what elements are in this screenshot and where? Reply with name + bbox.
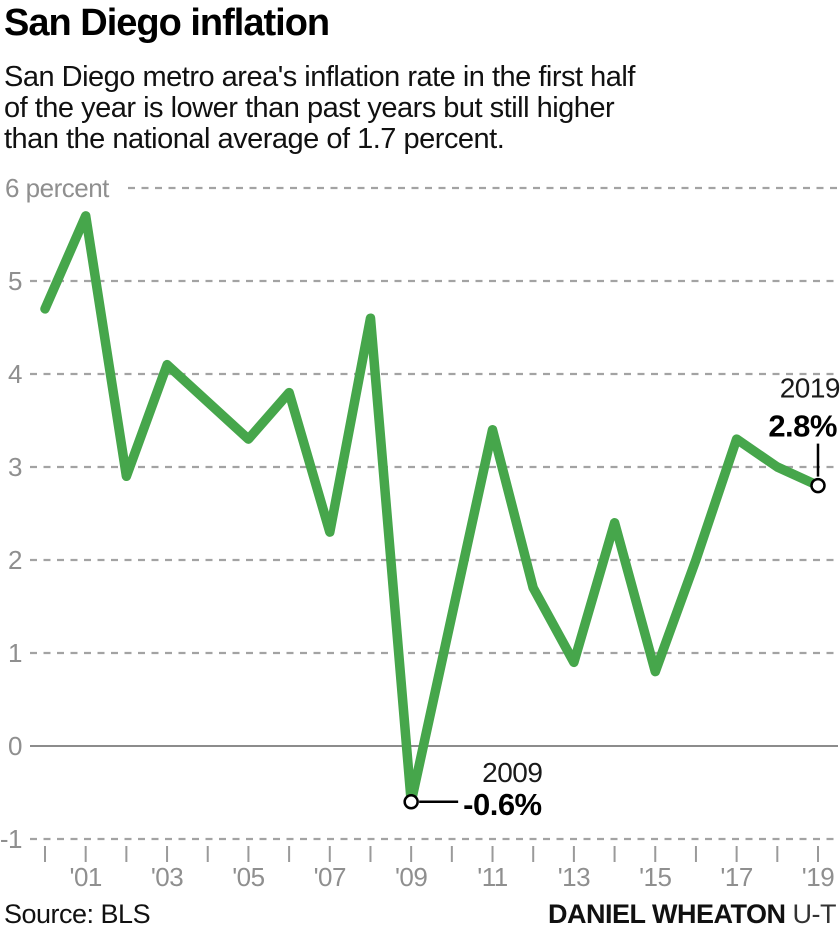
x-axis-tick-label: '03: [151, 862, 183, 892]
x-axis-tick-label: '11: [477, 862, 507, 892]
chart-footer: Source: BLS DANIEL WHEATON U-T: [0, 899, 840, 930]
callout-year-label: 2019: [780, 373, 840, 404]
data-point-marker: [403, 794, 419, 810]
y-axis-tick-label: -1: [0, 824, 22, 854]
x-axis-tick-label: '01: [69, 862, 101, 892]
chart-title: San Diego inflation: [4, 2, 330, 44]
y-axis-tick-label: 0: [8, 731, 22, 761]
credit-note: DANIEL WHEATON U-T: [548, 899, 837, 930]
chart-subtitle: San Diego metro area's inflation rate in…: [4, 62, 824, 155]
x-axis-tick-label: '05: [232, 862, 264, 892]
x-axis-tick-label: '17: [720, 862, 752, 892]
y-axis-tick-label: 4: [8, 359, 22, 389]
x-axis-tick-label: '15: [639, 862, 671, 892]
data-point-marker: [810, 477, 826, 494]
subtitle-line-1: San Diego metro area's inflation rate in…: [4, 61, 635, 93]
x-axis-tick-label: '09: [395, 862, 427, 892]
y-axis-tick-label: 2: [8, 545, 22, 575]
callout-value-label: 2.8%: [768, 409, 837, 444]
x-axis-tick-label: '07: [314, 862, 346, 892]
x-axis-tick-label: '19: [802, 862, 834, 892]
y-axis-tick-label: 1: [8, 638, 22, 668]
inflation-series-line: [40, 211, 823, 807]
y-axis-tick-label: 6 percent: [5, 173, 110, 203]
subtitle-line-3: than the national average of 1.7 percent…: [4, 123, 505, 155]
x-axis-tick-label: '13: [558, 862, 590, 892]
callout-value-label: -0.6%: [463, 787, 541, 822]
credit-author: DANIEL WHEATON: [548, 899, 786, 929]
y-axis-tick-label: 3: [8, 452, 22, 482]
source-note: Source: BLS: [4, 899, 151, 929]
callout-year-label: 2009: [482, 757, 542, 788]
subtitle-line-2: of the year is lower than past years but…: [4, 92, 615, 124]
inflation-line-chart: 6 percent 5 4 3 2 1 0 -1 '01 '03 '05 '07 '09 '11 '13 '1…: [0, 173, 840, 892]
y-axis-tick-label: 5: [8, 266, 22, 296]
credit-org: U-T: [785, 899, 837, 929]
